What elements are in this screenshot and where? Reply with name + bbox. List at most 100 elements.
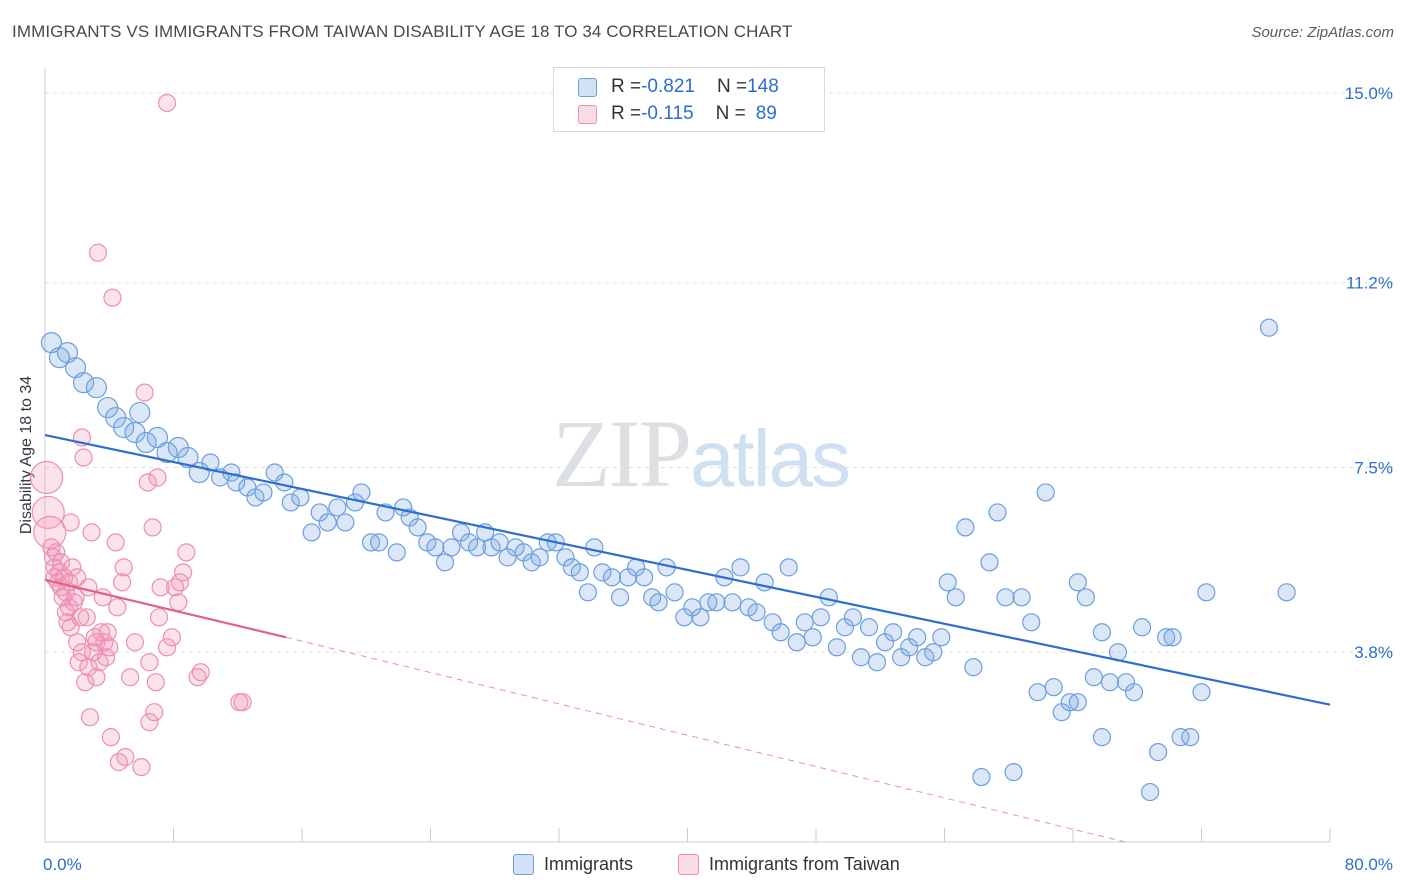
- immigrants-point: [795, 613, 814, 632]
- source-credit: Source: ZipAtlas.com: [1251, 24, 1394, 41]
- immigrants-point: [281, 493, 300, 512]
- immigrants-point: [1149, 743, 1168, 762]
- legend-swatch-pink: [578, 104, 597, 124]
- immigrants-point: [1157, 628, 1176, 647]
- zipatlas-watermark: ZIPatlas: [552, 398, 851, 509]
- legend-n-label: N =: [715, 103, 746, 124]
- legend-r-value: -0.821: [641, 76, 695, 97]
- taiwan-point: [162, 628, 181, 647]
- immigrants-point: [1012, 588, 1031, 607]
- immigrants-point: [946, 588, 965, 607]
- y-tick-label: 3.8%: [1354, 643, 1393, 662]
- immigrants-point: [318, 513, 337, 532]
- immigrants-point: [1092, 623, 1112, 642]
- immigrants-point: [254, 483, 273, 502]
- immigrants-point: [988, 503, 1007, 522]
- x-tick-label-max: 80.0%: [1345, 855, 1393, 874]
- immigrants-point: [1100, 673, 1120, 692]
- immigrants-point: [1044, 678, 1063, 697]
- taiwan-point: [148, 468, 167, 487]
- immigrants-point: [827, 638, 846, 657]
- immigrants-point: [113, 416, 135, 439]
- immigrants-point: [972, 767, 991, 787]
- taiwan-point: [98, 623, 117, 642]
- taiwan-point: [96, 648, 116, 667]
- immigrants-point: [731, 558, 750, 577]
- legend-r-label: R =: [611, 76, 642, 97]
- immigrants-point: [803, 628, 822, 647]
- immigrants-point: [1192, 683, 1211, 702]
- immigrants-point: [1124, 683, 1144, 702]
- immigrants-point: [578, 583, 598, 602]
- taiwan-point: [68, 633, 87, 652]
- immigrants-point: [1140, 782, 1160, 802]
- taiwan-point: [100, 638, 119, 657]
- watermark-zip: ZIP: [552, 400, 692, 507]
- taiwan-point: [31, 495, 65, 530]
- immigrants-point: [610, 588, 630, 607]
- taiwan-point: [63, 558, 82, 577]
- immigrants-point: [85, 376, 108, 399]
- immigrants-point: [408, 518, 427, 537]
- taiwan-trend-line: [44, 578, 287, 639]
- taiwan-point: [140, 713, 159, 732]
- immigrants-point: [201, 453, 220, 472]
- immigrants-point: [956, 518, 975, 537]
- taiwan-point: [77, 608, 96, 627]
- bottom-legend-swatch-blue: [513, 853, 534, 875]
- immigrants-point: [1036, 483, 1055, 502]
- taiwan-point: [121, 668, 140, 687]
- taiwan-point: [151, 578, 170, 597]
- immigrants-point: [426, 538, 445, 557]
- legend-row-immigrants: R = -0.821 N = 148: [578, 74, 779, 100]
- immigrants-trend-line: [44, 433, 1331, 706]
- immigrants-point: [996, 588, 1015, 607]
- immigrants-point: [980, 553, 999, 572]
- taiwan-trend-extension: [285, 636, 1126, 843]
- bottom-legend-label-immigrants: Immigrants: [544, 853, 634, 874]
- taiwan-point: [138, 473, 157, 492]
- immigrants-point: [787, 633, 806, 652]
- immigrants-point: [602, 568, 622, 587]
- immigrants-point: [1197, 583, 1216, 602]
- immigrants-point: [72, 372, 95, 394]
- immigrants-point: [177, 446, 199, 469]
- immigrants-point: [352, 483, 371, 502]
- immigrants-point: [1171, 728, 1190, 747]
- immigrants-point: [302, 523, 321, 542]
- immigrants-point: [859, 618, 879, 637]
- immigrants-point: [924, 643, 943, 662]
- immigrants-point: [908, 628, 927, 647]
- immigrants-point: [723, 593, 742, 612]
- y-tick-label: 11.2%: [1346, 274, 1393, 293]
- immigrants-point: [442, 538, 461, 557]
- taiwan-point: [66, 588, 85, 607]
- taiwan-point: [87, 668, 106, 687]
- immigrants-point: [328, 498, 347, 517]
- immigrants-point: [1132, 618, 1152, 637]
- y-tick-label: 15.0%: [1345, 84, 1393, 103]
- taiwan-point: [108, 598, 127, 617]
- taiwan-point: [174, 563, 193, 582]
- immigrants-point: [135, 431, 157, 454]
- taiwan-point: [112, 573, 132, 592]
- immigrants-point: [129, 401, 151, 424]
- immigrants-point: [1028, 683, 1047, 702]
- immigrants-point: [227, 473, 246, 492]
- immigrants-point: [1004, 762, 1023, 782]
- immigrants-point: [1163, 628, 1182, 647]
- taiwan-point: [116, 748, 135, 767]
- immigrants-point: [146, 426, 169, 449]
- taiwan-point: [79, 578, 98, 597]
- immigrants-point: [1068, 573, 1087, 592]
- immigrants-point: [851, 648, 871, 667]
- taiwan-point: [101, 728, 120, 747]
- taiwan-point: [149, 608, 169, 627]
- legend-n-value: 148: [747, 76, 779, 97]
- immigrants-point: [691, 608, 710, 627]
- taiwan-point: [88, 243, 108, 262]
- taiwan-point: [30, 460, 64, 495]
- immigrants-point: [938, 573, 957, 592]
- taiwan-point: [53, 588, 72, 607]
- taiwan-point: [191, 663, 210, 682]
